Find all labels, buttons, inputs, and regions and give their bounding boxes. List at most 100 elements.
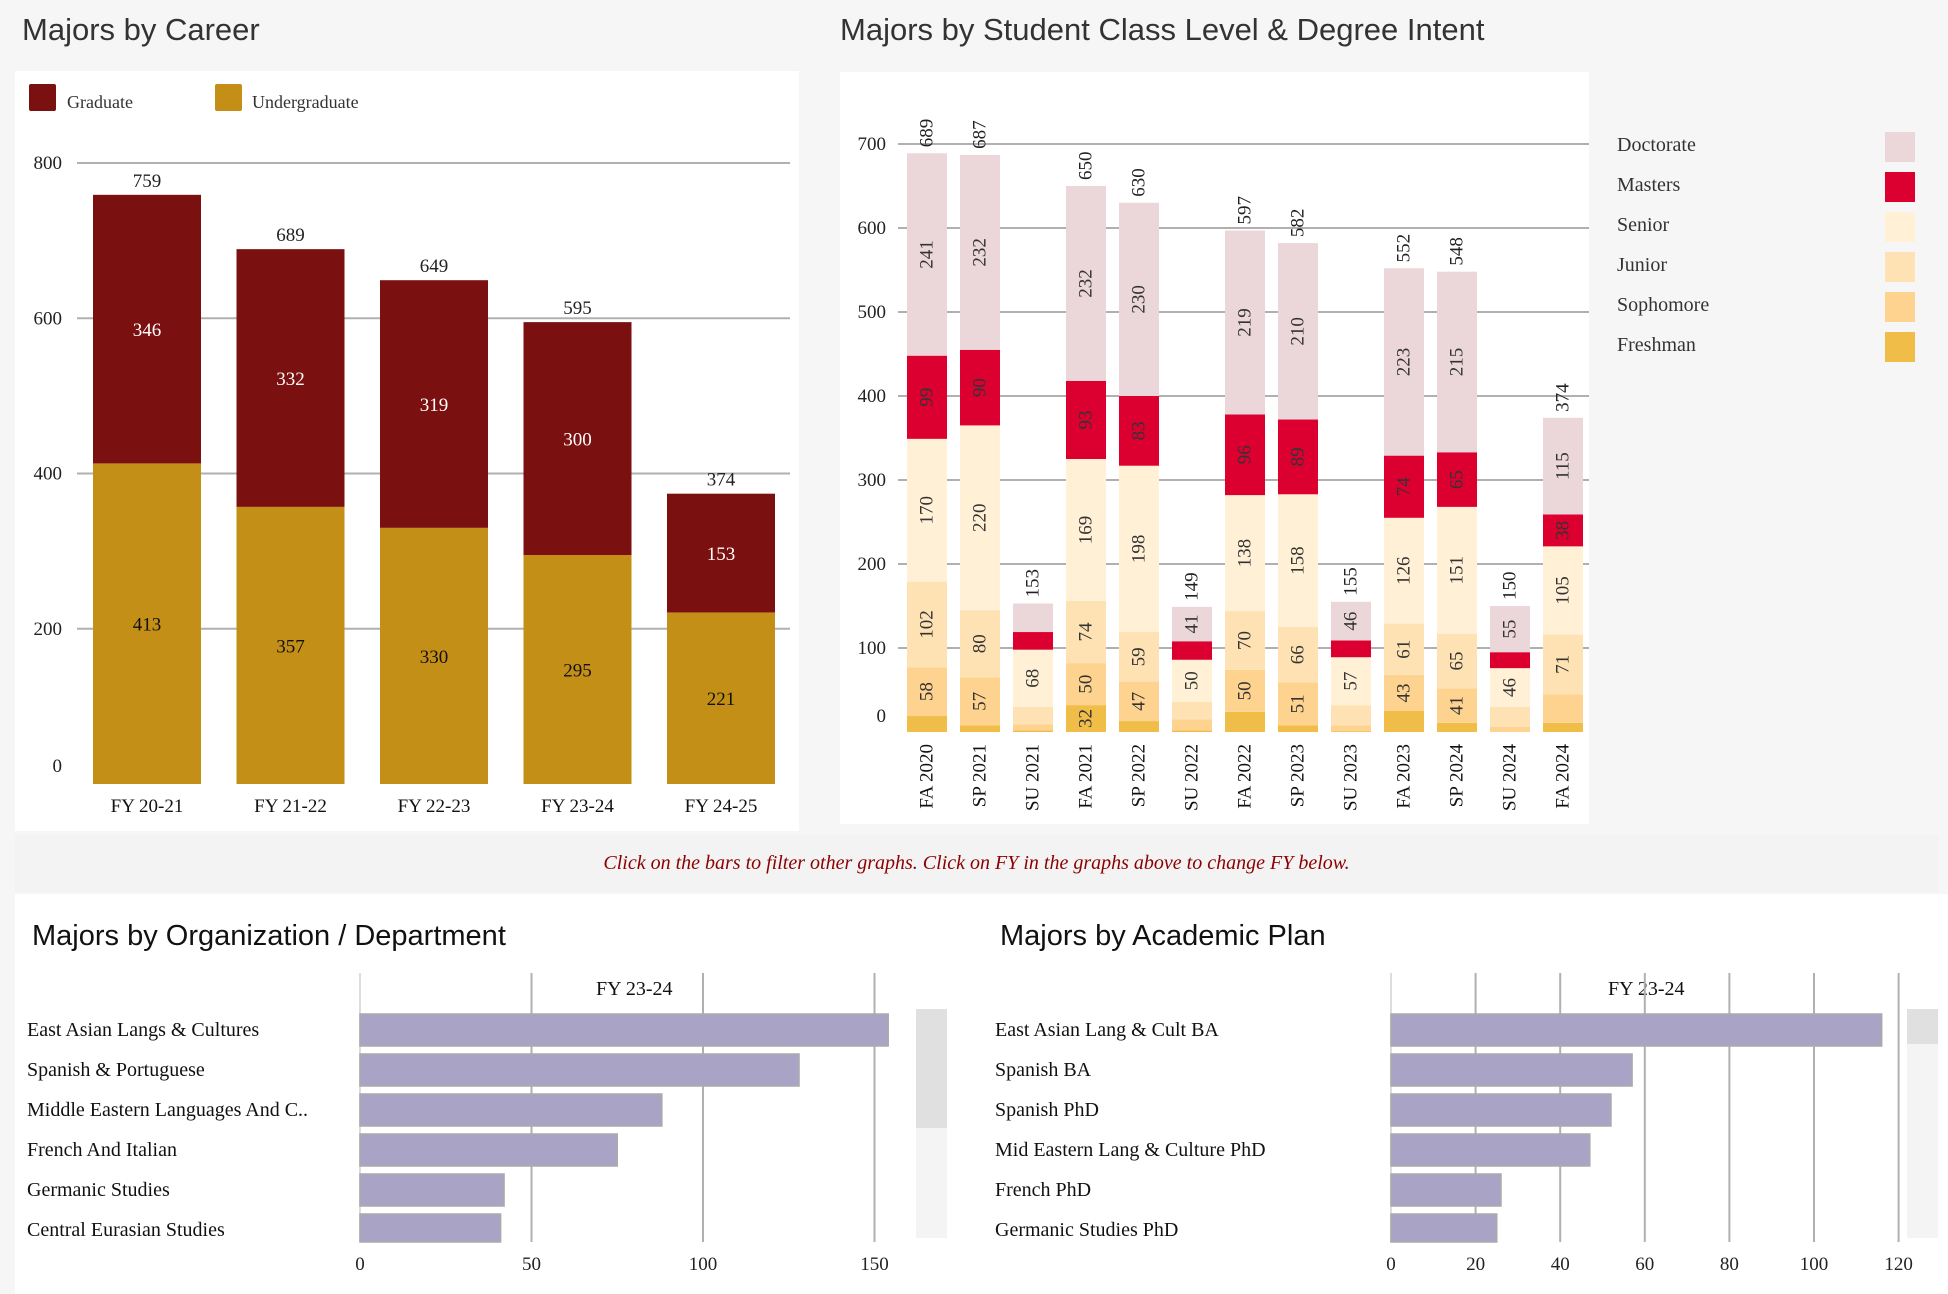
x-tick-label[interactable]: SU 2022	[1182, 744, 1203, 811]
bar-segment-masters[interactable]	[907, 355, 947, 439]
bar-segment-freshman[interactable]	[1225, 711, 1265, 732]
bar-segment-sophomore[interactable]	[1331, 725, 1371, 732]
bar-segment-masters[interactable]	[1225, 414, 1265, 496]
x-tick-label[interactable]: FY 23-24	[541, 796, 614, 817]
bar-segment-freshman[interactable]	[1437, 722, 1477, 732]
bar-segment-masters[interactable]	[1013, 632, 1053, 650]
bar-segment-junior[interactable]	[907, 581, 947, 668]
bar-segment-doctorate[interactable]	[1119, 202, 1159, 396]
org-bar[interactable]	[359, 1213, 502, 1243]
plan-bar[interactable]	[1390, 1053, 1633, 1087]
legend-label-doctorate[interactable]: Doctorate	[1617, 134, 1696, 156]
bar-undergraduate[interactable]	[93, 463, 201, 784]
bar-segment-junior[interactable]	[1278, 627, 1318, 683]
plan-category-label[interactable]: Spanish PhD	[995, 1099, 1099, 1121]
legend-label-freshman[interactable]: Freshman	[1617, 334, 1696, 356]
bar-segment-senior[interactable]	[1119, 465, 1159, 633]
org-bar[interactable]	[359, 1093, 663, 1127]
plan-bar[interactable]	[1390, 1133, 1591, 1167]
bar-segment-freshman[interactable]	[960, 725, 1000, 732]
bar-segment-senior[interactable]	[1543, 546, 1583, 635]
bar-segment-junior[interactable]	[1437, 633, 1477, 689]
bar-segment-sophomore[interactable]	[960, 677, 1000, 726]
bar-segment-freshman[interactable]	[1331, 731, 1371, 732]
org-scrollbar-thumb[interactable]	[916, 1009, 947, 1128]
bar-segment-senior[interactable]	[1278, 494, 1318, 627]
bar-segment-doctorate[interactable]	[1225, 230, 1265, 415]
bar-segment-freshman[interactable]	[1013, 730, 1053, 732]
x-tick-label[interactable]: SP 2023	[1288, 744, 1309, 807]
legend-swatch-doctorate[interactable]	[1885, 132, 1915, 162]
org-scrollbar[interactable]	[916, 1009, 947, 1238]
plan-category-label[interactable]: Mid Eastern Lang & Culture PhD	[995, 1139, 1266, 1161]
x-tick-label[interactable]: FA 2022	[1235, 744, 1256, 809]
bar-segment-junior[interactable]	[1066, 600, 1106, 664]
x-tick-label[interactable]: FY 24-25	[685, 796, 758, 817]
bar-segment-masters[interactable]	[1331, 640, 1371, 658]
bar-segment-junior[interactable]	[1119, 632, 1159, 682]
x-tick-label[interactable]: FY 20-21	[111, 796, 184, 817]
bar-segment-junior[interactable]	[1172, 701, 1212, 720]
bar-segment-junior[interactable]	[1384, 623, 1424, 675]
bar-graduate[interactable]	[380, 280, 488, 528]
bar-segment-sophomore[interactable]	[1384, 674, 1424, 711]
bar-segment-doctorate[interactable]	[1172, 606, 1212, 642]
bar-segment-masters[interactable]	[960, 349, 1000, 426]
bar-segment-senior[interactable]	[960, 425, 1000, 611]
bar-segment-masters[interactable]	[1490, 652, 1530, 669]
bar-segment-doctorate[interactable]	[1278, 243, 1318, 420]
bar-segment-sophomore[interactable]	[1119, 681, 1159, 722]
x-tick-label[interactable]: FA 2024	[1553, 744, 1574, 809]
bar-segment-freshman[interactable]	[1066, 705, 1106, 732]
bar-segment-sophomore[interactable]	[1066, 663, 1106, 706]
bar-segment-sophomore[interactable]	[1013, 724, 1053, 731]
bar-segment-masters[interactable]	[1119, 396, 1159, 466]
bar-segment-junior[interactable]	[1543, 634, 1583, 695]
bar-segment-doctorate[interactable]	[1490, 606, 1530, 653]
legend-swatch-sophomore[interactable]	[1885, 292, 1915, 322]
bar-segment-masters[interactable]	[1172, 641, 1212, 660]
bar-segment-senior[interactable]	[1384, 517, 1424, 624]
plan-bar[interactable]	[1390, 1013, 1883, 1047]
org-bar[interactable]	[359, 1013, 889, 1047]
bar-segment-junior[interactable]	[1013, 706, 1053, 725]
org-category-label[interactable]: Middle Eastern Languages And C..	[27, 1099, 309, 1121]
bar-undergraduate[interactable]	[523, 555, 632, 784]
org-category-label[interactable]: French And Italian	[27, 1139, 177, 1161]
x-tick-label[interactable]: SU 2024	[1500, 744, 1521, 812]
plan-category-label[interactable]: East Asian Lang & Cult BA	[995, 1019, 1219, 1041]
bar-segment-sophomore[interactable]	[1225, 669, 1265, 712]
legend-label-masters[interactable]: Masters	[1617, 174, 1681, 196]
legend-label-graduate[interactable]: Graduate	[67, 92, 133, 112]
plan-category-label[interactable]: Germanic Studies PhD	[995, 1219, 1179, 1241]
legend-swatch-graduate[interactable]	[29, 84, 56, 111]
legend-swatch-undergraduate[interactable]	[215, 84, 242, 111]
bar-undergraduate[interactable]	[667, 612, 775, 784]
bar-segment-sophomore[interactable]	[1437, 688, 1477, 723]
legend-swatch-junior[interactable]	[1885, 252, 1915, 282]
x-tick-label[interactable]: FY 21-22	[254, 796, 327, 817]
plan-scrollbar-thumb[interactable]	[1907, 1009, 1938, 1044]
bar-segment-doctorate[interactable]	[1331, 601, 1371, 641]
legend-swatch-freshman[interactable]	[1885, 332, 1915, 362]
org-bar[interactable]	[359, 1173, 505, 1207]
bar-undergraduate[interactable]	[236, 506, 345, 784]
x-tick-label[interactable]: FY 22-23	[398, 796, 471, 817]
bar-graduate[interactable]	[93, 194, 201, 464]
bar-segment-masters[interactable]	[1384, 455, 1424, 518]
legend-swatch-senior[interactable]	[1885, 212, 1915, 242]
org-category-label[interactable]: East Asian Langs & Cultures	[27, 1019, 260, 1041]
bar-segment-sophomore[interactable]	[1490, 726, 1530, 732]
bar-segment-freshman[interactable]	[1278, 725, 1318, 732]
bar-segment-junior[interactable]	[1490, 706, 1530, 727]
legend-swatch-masters[interactable]	[1885, 172, 1915, 202]
bar-segment-doctorate[interactable]	[1066, 186, 1106, 381]
bar-segment-sophomore[interactable]	[1278, 682, 1318, 726]
plan-category-label[interactable]: French PhD	[995, 1179, 1092, 1201]
bar-segment-doctorate[interactable]	[1013, 603, 1053, 633]
bar-segment-junior[interactable]	[1225, 611, 1265, 670]
bar-segment-masters[interactable]	[1278, 419, 1318, 495]
bar-segment-masters[interactable]	[1437, 452, 1477, 507]
bar-segment-sophomore[interactable]	[1543, 694, 1583, 723]
bar-segment-senior[interactable]	[1013, 649, 1053, 707]
